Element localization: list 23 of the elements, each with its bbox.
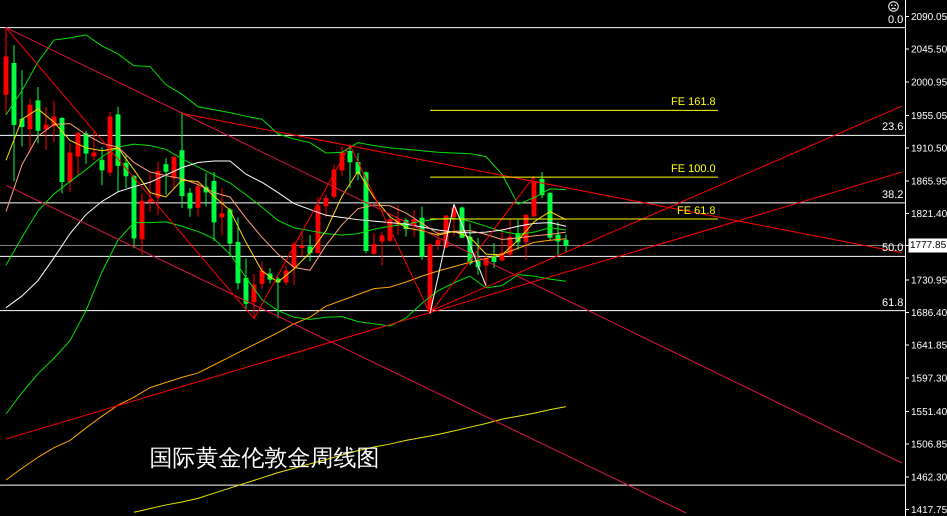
y-tick-label: 1955.05 [911, 111, 947, 122]
y-tick-label: 1910.50 [911, 144, 947, 155]
y-tick-label: 1551.40 [911, 407, 947, 418]
annotation: 38.2 [882, 189, 904, 201]
series-label: FE 100.0 [671, 163, 716, 175]
annotation: 23.6 [882, 121, 904, 133]
y-tick-label: 2045.50 [911, 44, 947, 56]
annotation: 61.8 [882, 297, 904, 309]
y-tick-label: 1641.85 [911, 340, 947, 352]
y-tick-label: 1597.30 [911, 373, 947, 384]
y-tick-label: 1417.75 [911, 505, 947, 516]
y-tick-label: 1821.40 [911, 209, 947, 220]
series-label: FE 161.8 [671, 96, 716, 108]
y-tick-label: 1506.85 [911, 440, 947, 451]
y-tick-label: 1686.40 [911, 308, 947, 320]
y-tick-label: 1777.85 [910, 240, 947, 251]
annotation: 50.0 [882, 242, 904, 254]
y-tick-label: 2090.05 [911, 12, 947, 24]
y-tick-label: 1730.95 [911, 275, 947, 286]
annotation: 0.0 [888, 14, 904, 26]
y-tick-label: 2000.95 [911, 77, 947, 88]
y-tick-label: 1865.95 [911, 176, 947, 188]
y-tick-label: 1462.30 [911, 472, 947, 484]
